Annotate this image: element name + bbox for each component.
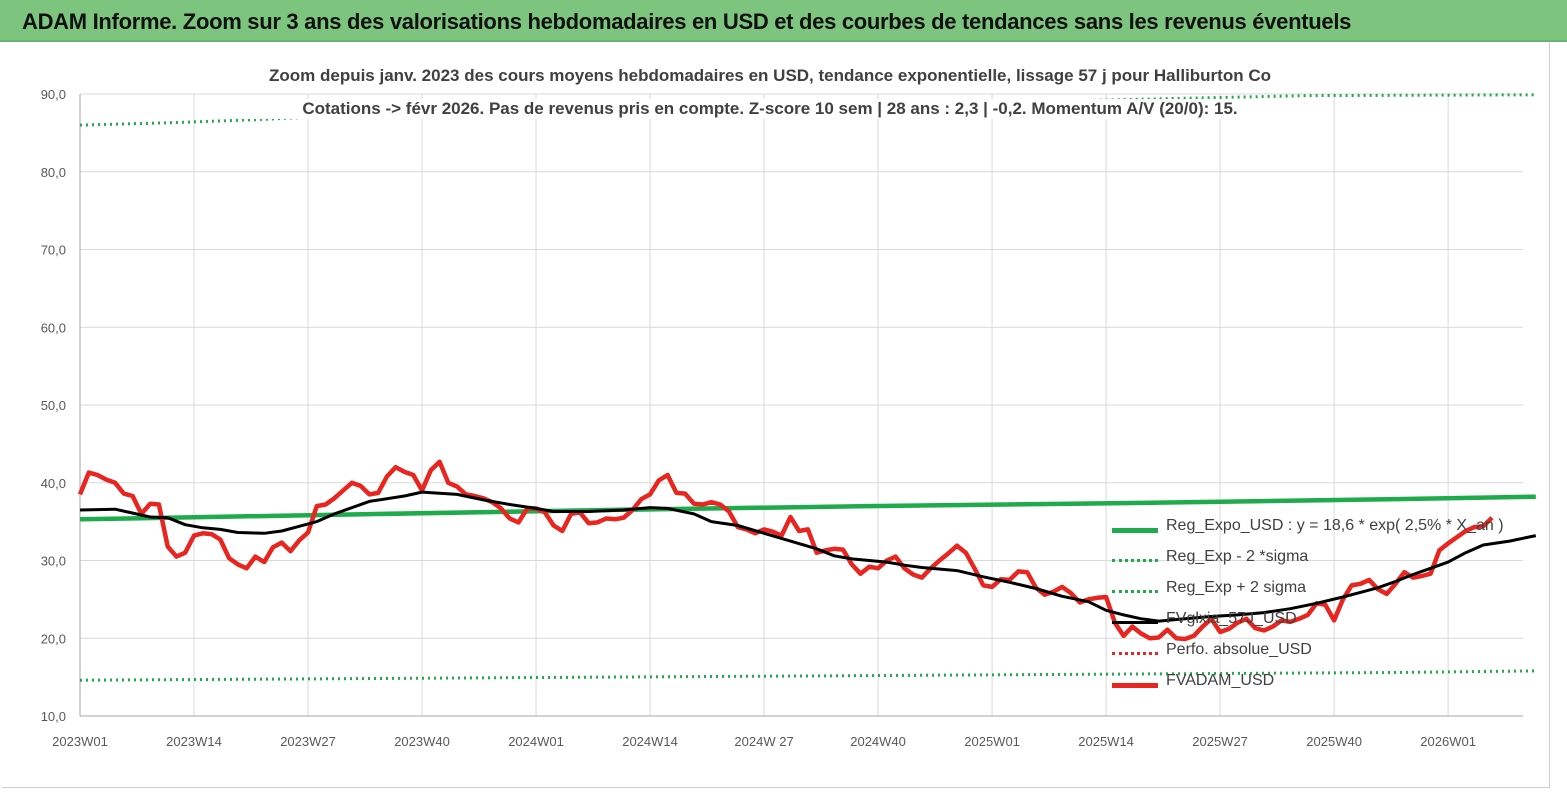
y-tick-label: 20,0: [41, 631, 66, 646]
chart-frame: [2, 42, 1550, 788]
legend-label: Reg_Exp + 2 sigma: [1166, 579, 1307, 596]
x-tick-label: 2023W01: [52, 734, 108, 749]
x-tick-label: 2024W01: [508, 734, 564, 749]
y-tick-label: 40,0: [41, 476, 66, 491]
series-fvadam-usd: [77, 459, 1494, 642]
legend-swatch: [1112, 652, 1158, 655]
legend-swatch: [1112, 683, 1158, 688]
x-tick-label: 2023W27: [280, 734, 336, 749]
y-tick-label: 70,0: [41, 243, 66, 258]
report-header: ADAM Informe. Zoom sur 3 ans des valoris…: [0, 0, 1567, 42]
chart-subtitle: Cotations -> févr 2026. Pas de revenus p…: [240, 99, 1300, 119]
legend-label: FVglxia_57J_USD: [1166, 610, 1297, 627]
x-tick-label: 2024W40: [850, 734, 906, 749]
report-title: ADAM Informe. Zoom sur 3 ans des valoris…: [22, 9, 1352, 34]
y-tick-label: 50,0: [41, 398, 66, 413]
legend-label: FVADAM_USD: [1166, 672, 1275, 689]
series-fvglxia-57j-usd: [79, 490, 1537, 623]
x-tick-label: 2025W14: [1078, 734, 1134, 749]
x-tick-label: 2025W01: [964, 734, 1020, 749]
y-tick-label: 10,0: [41, 709, 66, 724]
chart-title: Zoom depuis janv. 2023 des cours moyens …: [240, 66, 1300, 86]
axes: 10,0 20,0 30,0 40,0 50,0 60,0 70,0 80,0 90,0 2023…: [41, 87, 1523, 749]
y-tick-label: 90,0: [41, 87, 66, 102]
legend-swatch: [1112, 621, 1158, 624]
y-tick-label: 80,0: [41, 165, 66, 180]
series-reg-expo-usd-y-18-6-exp-2-5-x-an: [79, 494, 1536, 522]
x-tick-label: 2024W14: [622, 734, 678, 749]
y-tick-label: 30,0: [41, 554, 66, 569]
series-reg-exp-2-sigma: [79, 93, 1536, 127]
legend-label: Reg_Exp - 2 *sigma: [1166, 548, 1309, 565]
x-tick-label: 2026W01: [1420, 734, 1476, 749]
y-tick-label: 60,0: [41, 320, 66, 335]
legend-swatch: [1112, 559, 1158, 562]
legend-label: Reg_Expo_USD : y = 18,6 * exp( 2,5% * X_…: [1166, 517, 1504, 534]
x-tick-label: 2024W 27: [734, 734, 793, 749]
legend-swatch: [1112, 528, 1158, 533]
legend-swatch: [1112, 590, 1158, 593]
x-tick-label: 2025W40: [1306, 734, 1362, 749]
series-reg-exp-2-sigma: [79, 669, 1536, 682]
x-tick-label: 2025W27: [1192, 734, 1248, 749]
x-tick-label: 2023W14: [166, 734, 222, 749]
x-tick-label: 2023W40: [394, 734, 450, 749]
legend-label: Perfo. absolue_USD: [1166, 641, 1312, 658]
series-lines: [77, 93, 1537, 682]
gridlines: [80, 93, 1523, 716]
